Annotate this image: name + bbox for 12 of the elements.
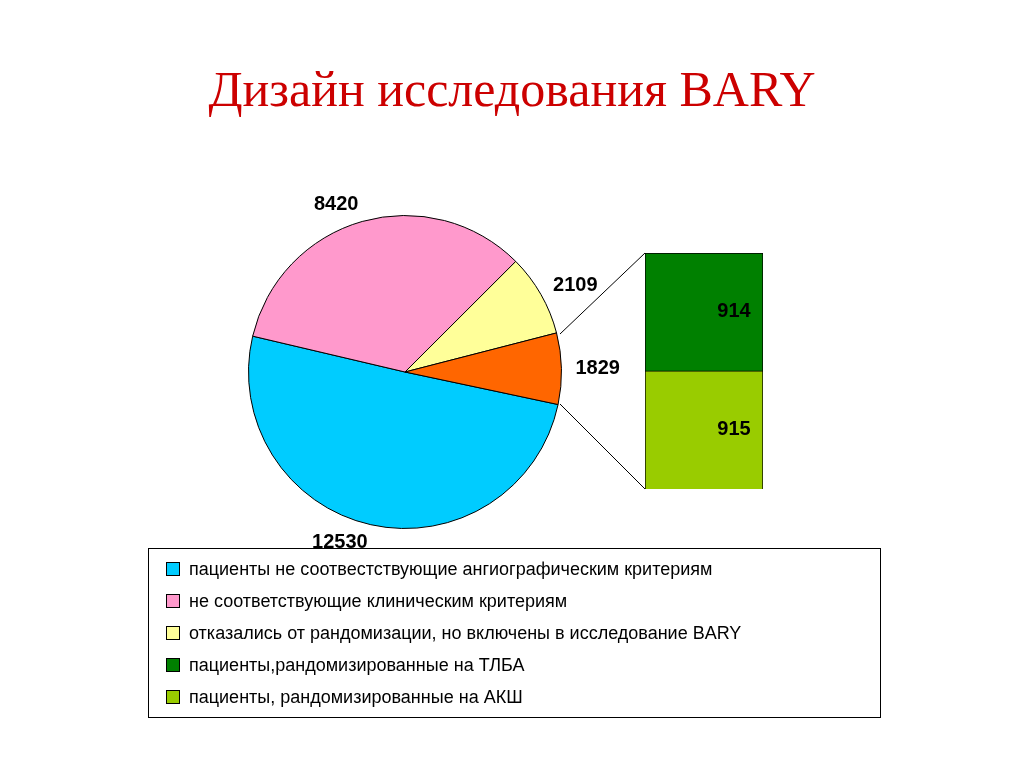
legend-label: отказались от рандомизации, но включены в исследование BARY <box>189 622 742 644</box>
data-label: 915 <box>717 417 751 440</box>
data-label: 8420 <box>313 191 359 214</box>
legend-label: пациенты не соотвестствующие ангиографическим критериям <box>189 558 713 580</box>
legend-label: пациенты,рандомизированные на ТЛБА <box>189 654 525 676</box>
data-label: 12530 <box>312 529 368 552</box>
data-label: 914 <box>717 299 752 322</box>
data-label: 1829 <box>575 355 620 378</box>
legend-label: не соответствующие клиническим критериям <box>189 590 568 612</box>
chart-title: Дизайн исследования BARY <box>207 60 817 118</box>
legend-label: пациенты, рандомизированные на АКШ <box>189 686 523 708</box>
data-label: 2109 <box>553 273 598 296</box>
